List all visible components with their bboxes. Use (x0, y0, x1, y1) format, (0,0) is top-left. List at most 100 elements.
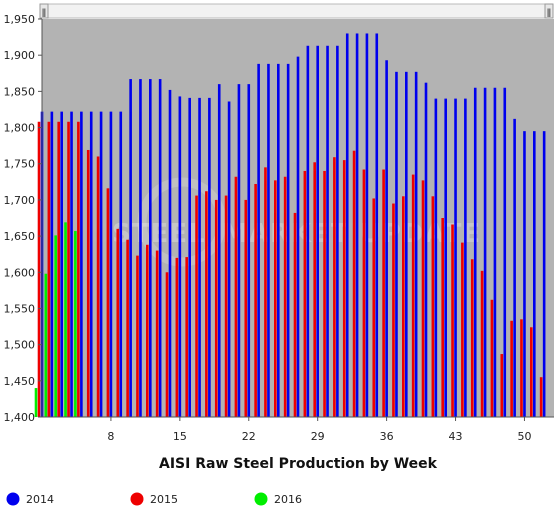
bar-2014-week-47[interactable] (493, 87, 497, 417)
bar-2015-week-22[interactable] (244, 199, 248, 417)
bar-2014-week-6[interactable] (89, 111, 93, 417)
bar-2016-week-3[interactable] (54, 235, 57, 417)
bar-2015-week-19[interactable] (214, 199, 218, 417)
bar-2014-week-19[interactable] (217, 84, 221, 417)
bar-2014-week-50[interactable] (523, 131, 526, 417)
bar-2014-week-29[interactable] (316, 45, 319, 418)
bar-2014-week-11[interactable] (139, 79, 142, 417)
bar-2014-week-33[interactable] (355, 33, 359, 417)
bar-2015-week-50[interactable] (520, 319, 523, 417)
bar-2015-week-5[interactable] (77, 121, 80, 417)
bar-2014-week-38[interactable] (405, 71, 408, 417)
bar-2015-week-28[interactable] (303, 170, 307, 417)
bar-2014-week-30[interactable] (326, 45, 329, 418)
bar-2014-week-13[interactable] (158, 79, 162, 417)
bar-2015-week-1[interactable] (37, 121, 41, 417)
bar-2014-week-15[interactable] (178, 96, 182, 418)
bar-2015-week-45[interactable] (470, 259, 474, 417)
bar-2015-week-10[interactable] (126, 239, 129, 417)
bar-2014-week-34[interactable] (365, 33, 369, 417)
bar-2014-week-28[interactable] (306, 45, 310, 418)
bar-2014-week-4[interactable] (70, 111, 73, 417)
bar-2015-week-52[interactable] (539, 377, 543, 417)
bar-2015-week-48[interactable] (500, 354, 504, 417)
bar-2014-week-51[interactable] (533, 131, 536, 417)
legend-item-2014[interactable]: 2014 (6, 492, 55, 507)
bar-2014-week-16[interactable] (188, 97, 191, 417)
bar-2016-week-4[interactable] (64, 222, 67, 417)
bar-2015-week-34[interactable] (362, 169, 366, 417)
bar-2015-week-39[interactable] (411, 174, 415, 417)
bar-2014-week-48[interactable] (503, 87, 507, 417)
bar-2015-week-17[interactable] (195, 195, 198, 417)
bar-2014-week-37[interactable] (395, 71, 398, 417)
bar-2016-week-1[interactable] (34, 388, 38, 417)
bar-2015-week-43[interactable] (451, 224, 454, 417)
bar-2014-week-44[interactable] (464, 98, 467, 417)
scrollbar-left-handle[interactable] (39, 3, 49, 19)
bar-2015-week-42[interactable] (441, 218, 444, 417)
bar-2015-week-41[interactable] (431, 196, 435, 417)
bar-2015-week-36[interactable] (382, 169, 385, 417)
bar-2014-week-26[interactable] (286, 63, 290, 418)
bar-2014-week-7[interactable] (99, 111, 103, 417)
bar-2014-week-49[interactable] (513, 118, 516, 418)
bar-2014-week-18[interactable] (208, 97, 211, 417)
bar-2014-week-31[interactable] (336, 45, 339, 418)
bar-2015-week-16[interactable] (185, 257, 188, 417)
bar-2014-week-27[interactable] (296, 56, 300, 417)
legend[interactable]: 2014 2015 2016 (6, 492, 303, 507)
bar-2014-week-41[interactable] (434, 98, 438, 417)
bar-2015-week-9[interactable] (116, 228, 120, 417)
bar-2016-week-2[interactable] (44, 273, 48, 417)
bar-2015-week-27[interactable] (293, 212, 297, 417)
scrollbar-right-handle[interactable] (544, 3, 554, 19)
bar-2014-week-35[interactable] (375, 33, 379, 417)
bar-2014-week-12[interactable] (149, 79, 152, 417)
bar-2015-week-15[interactable] (175, 257, 179, 417)
bar-2015-week-11[interactable] (136, 255, 139, 417)
bar-2015-week-8[interactable] (106, 188, 110, 417)
bar-2014-week-43[interactable] (454, 98, 457, 417)
bar-2015-week-24[interactable] (264, 167, 267, 417)
bar-2014-week-32[interactable] (345, 33, 349, 417)
bar-2014-week-23[interactable] (257, 63, 260, 418)
bar-2015-week-2[interactable] (47, 121, 51, 417)
bar-2015-week-6[interactable] (86, 149, 90, 418)
bar-2015-week-21[interactable] (234, 176, 238, 417)
bar-2015-week-12[interactable] (146, 244, 149, 417)
bar-2014-week-20[interactable] (227, 101, 231, 418)
bar-2014-week-14[interactable] (168, 89, 172, 418)
bar-2014-week-10[interactable] (129, 79, 132, 417)
bar-2015-week-3[interactable] (57, 121, 60, 417)
bar-2015-week-33[interactable] (352, 150, 356, 417)
bar-2015-week-32[interactable] (342, 160, 346, 418)
legend-item-2015[interactable]: 2015 (130, 492, 179, 507)
bar-2015-week-47[interactable] (490, 299, 494, 417)
bar-2015-week-23[interactable] (254, 183, 257, 417)
bar-2014-week-42[interactable] (444, 98, 447, 417)
bar-2014-week-3[interactable] (60, 111, 63, 417)
bar-2014-week-21[interactable] (237, 84, 241, 417)
range-scrollbar[interactable]: ǁ ǁ (39, 3, 554, 19)
bar-2014-week-24[interactable] (267, 63, 270, 418)
bar-2015-week-20[interactable] (224, 195, 228, 417)
bar-2015-week-40[interactable] (421, 180, 425, 417)
bar-2014-week-9[interactable] (119, 111, 123, 417)
bar-2014-week-22[interactable] (247, 84, 251, 417)
bar-2015-week-14[interactable] (165, 272, 169, 417)
bar-2014-week-17[interactable] (198, 97, 201, 417)
bar-2015-week-37[interactable] (392, 203, 395, 417)
bar-2016-week-5[interactable] (74, 231, 77, 417)
bar-2014-week-40[interactable] (424, 82, 428, 418)
bar-2014-week-25[interactable] (277, 63, 280, 418)
bar-2015-week-38[interactable] (402, 196, 405, 417)
bar-2015-week-25[interactable] (274, 180, 277, 417)
scrollbar-track[interactable] (39, 3, 554, 19)
bar-2015-week-51[interactable] (530, 327, 533, 417)
legend-item-2016[interactable]: 2016 (254, 492, 303, 507)
bar-2014-week-8[interactable] (109, 111, 113, 417)
bar-2015-week-35[interactable] (372, 198, 376, 417)
bar-2015-week-7[interactable] (96, 156, 100, 418)
bar-2015-week-18[interactable] (205, 191, 208, 417)
